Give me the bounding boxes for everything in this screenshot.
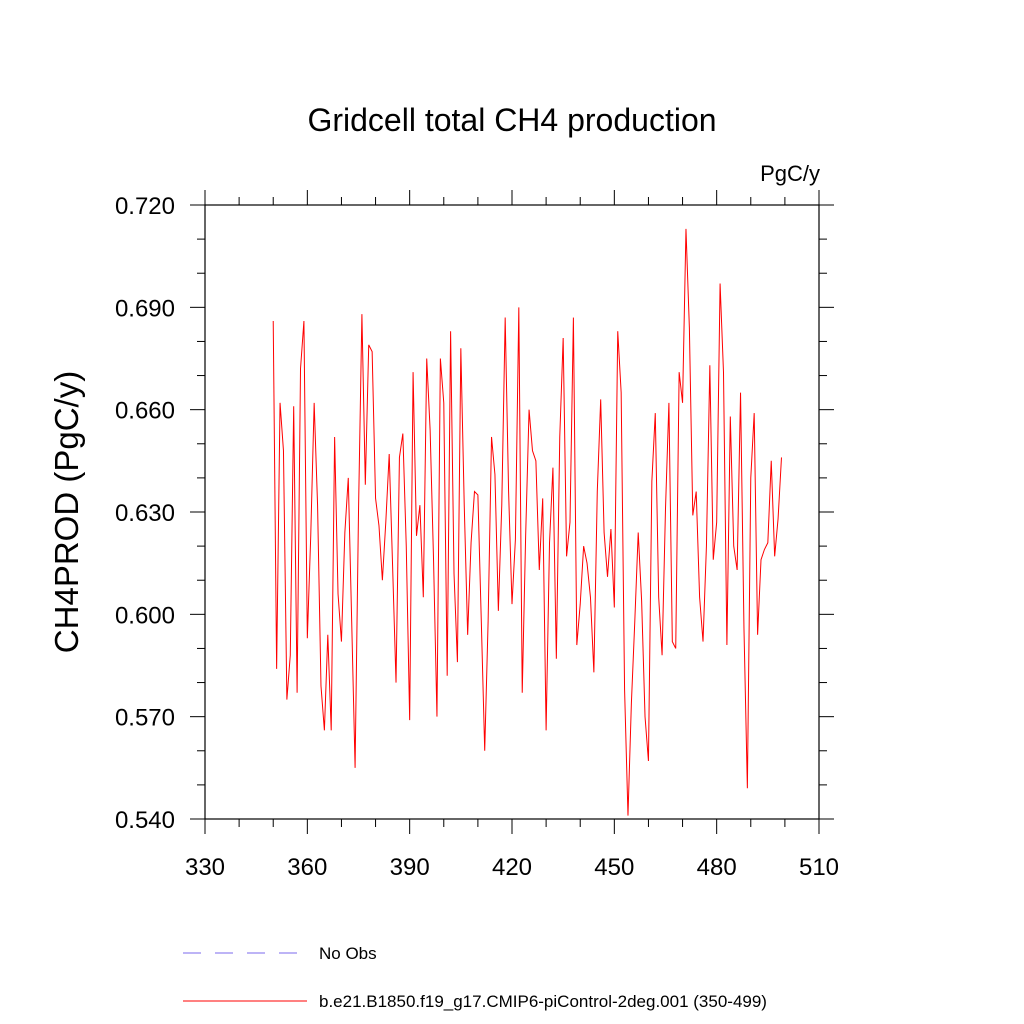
y-tick-label: 0.720	[115, 193, 175, 220]
x-tick-label: 420	[492, 854, 532, 881]
series-layer	[272, 228, 782, 816]
x-tick-label: 360	[287, 854, 327, 881]
y-axis-label: CH4PROD (PgC/y)	[48, 371, 85, 653]
chart-title: Gridcell total CH4 production	[307, 102, 716, 138]
y-tick-label: 0.660	[115, 398, 175, 425]
x-tick-label: 480	[697, 854, 737, 881]
y-tick-label: 0.540	[115, 807, 175, 834]
x-tick-label: 390	[390, 854, 430, 881]
legend-label-series: b.e21.B1850.f19_g17.CMIP6-piControl-2deg…	[319, 992, 767, 1011]
y-tick-label: 0.690	[115, 295, 175, 322]
y-tick-label: 0.630	[115, 500, 175, 527]
legend-label-no-obs: No Obs	[319, 944, 377, 963]
x-tick-label: 330	[185, 854, 225, 881]
x-tick-label: 510	[799, 854, 839, 881]
plot-frame	[204, 204, 820, 820]
legend: No Obs b.e21.B1850.f19_g17.CMIP6-piContr…	[183, 944, 767, 1011]
series-line-0	[272, 228, 782, 816]
units-label: PgC/y	[760, 161, 820, 186]
axis-ticks	[190, 190, 834, 834]
y-tick-label: 0.570	[115, 705, 175, 732]
tick-labels: 330 360 390 420 450 480 510 0.540 0.570 0.600 0.63…	[115, 193, 839, 881]
x-tick-label: 450	[594, 854, 634, 881]
y-tick-label: 0.600	[115, 602, 175, 629]
